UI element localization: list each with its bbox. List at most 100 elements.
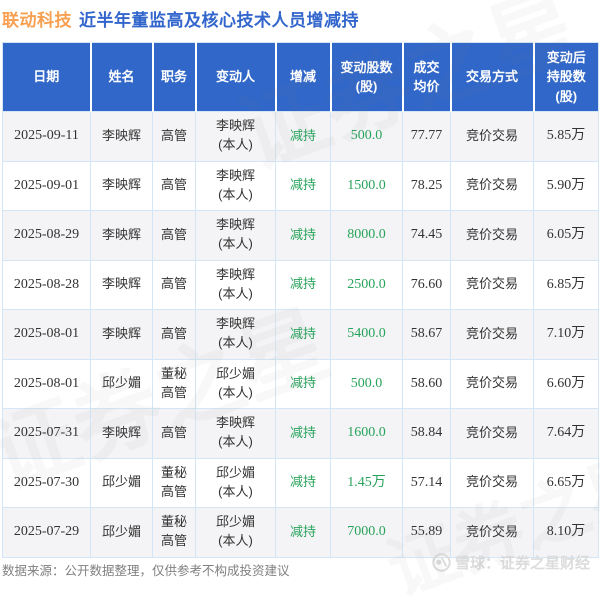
cell-position: 高管 xyxy=(152,309,196,360)
table-row: 2025-08-29 李映辉 高管 李映辉 (本人) 减持 8000.0 74.… xyxy=(2,210,599,261)
table-row: 2025-08-01 邱少媚 董秘 高管 邱少媚 (本人) 减持 500.0 5… xyxy=(2,358,599,409)
cell-date: 2025-09-11 xyxy=(2,111,91,162)
cell-avg-price: 77.77 xyxy=(402,111,451,162)
cell-position: 高管 xyxy=(152,210,196,261)
column-header-shares-changed: 变动股数 (股) xyxy=(329,42,404,112)
cell-date: 2025-08-01 xyxy=(2,358,91,409)
cell-shares-changed: 1500.0 xyxy=(330,160,403,211)
cell-shares-changed: 1.45万 xyxy=(330,457,403,508)
cell-name: 邱少媚 xyxy=(90,507,153,558)
cell-date: 2025-07-31 xyxy=(2,408,91,459)
cell-trade-method: 竞价交易 xyxy=(450,210,534,261)
holdings-change-table: 日期 姓名 职务 变动人 增减 变动股数 (股) 成交 均价 交易方式 变动后 … xyxy=(2,42,599,558)
cell-shares-changed: 500.0 xyxy=(330,111,403,162)
cell-direction: 减持 xyxy=(275,160,331,211)
brand-footer: 雪球：证券之星财经 xyxy=(432,552,590,573)
cell-trade-method: 竞价交易 xyxy=(450,160,534,211)
cell-position: 高管 xyxy=(152,160,196,211)
xueqiu-snowball-logo-icon xyxy=(432,553,451,572)
brand-text: 雪球：证券之星财经 xyxy=(454,555,590,572)
cell-person: 邱少媚 (本人) xyxy=(195,358,276,409)
data-source-note: 数据来源：公开数据整理，仅供参考不构成投资建议 xyxy=(2,564,290,578)
cell-direction: 减持 xyxy=(275,457,331,508)
cell-trade-method: 竞价交易 xyxy=(450,457,534,508)
cell-date: 2025-09-01 xyxy=(2,160,91,211)
cell-person: 李映辉 (本人) xyxy=(195,408,276,459)
cell-name: 邱少媚 xyxy=(90,358,153,409)
cell-date: 2025-07-29 xyxy=(2,507,91,558)
cell-name: 李映辉 xyxy=(90,259,153,310)
cell-direction: 减持 xyxy=(275,309,331,360)
table-row: 2025-07-31 李映辉 高管 李映辉 (本人) 减持 1600.0 58.… xyxy=(2,408,599,459)
cell-shares-after: 6.85万 xyxy=(533,259,599,310)
cell-date: 2025-08-29 xyxy=(2,210,91,261)
cell-date: 2025-08-28 xyxy=(2,259,91,310)
cell-person: 李映辉 (本人) xyxy=(195,160,276,211)
cell-avg-price: 78.25 xyxy=(402,160,451,211)
cell-shares-changed: 2500.0 xyxy=(330,259,403,310)
cell-position: 董秘 高管 xyxy=(152,358,196,409)
page-title: 联动科技 近半年董监高及核心技术人员增减持 xyxy=(2,6,359,31)
table-row: 2025-09-11 李映辉 高管 李映辉 (本人) 减持 500.0 77.7… xyxy=(2,111,599,162)
cell-avg-price: 74.45 xyxy=(402,210,451,261)
cell-shares-after: 7.64万 xyxy=(533,408,599,459)
cell-position: 董秘 高管 xyxy=(152,507,196,558)
cell-name: 邱少媚 xyxy=(90,457,153,508)
cell-direction: 减持 xyxy=(275,111,331,162)
cell-trade-method: 竞价交易 xyxy=(450,358,534,409)
table-header-row: 日期 姓名 职务 变动人 增减 变动股数 (股) 成交 均价 交易方式 变动后 … xyxy=(2,42,599,112)
cell-direction: 减持 xyxy=(275,259,331,310)
cell-person: 李映辉 (本人) xyxy=(195,111,276,162)
cell-shares-after: 6.05万 xyxy=(533,210,599,261)
cell-name: 李映辉 xyxy=(90,309,153,360)
cell-avg-price: 58.60 xyxy=(402,358,451,409)
table-row: 2025-07-30 邱少媚 董秘 高管 邱少媚 (本人) 减持 1.45万 5… xyxy=(2,457,599,508)
cell-name: 李映辉 xyxy=(90,408,153,459)
cell-trade-method: 竞价交易 xyxy=(450,309,534,360)
cell-date: 2025-08-01 xyxy=(2,309,91,360)
column-header-name: 姓名 xyxy=(89,42,154,112)
cell-avg-price: 55.89 xyxy=(402,507,451,558)
cell-trade-method: 竞价交易 xyxy=(450,507,534,558)
cell-shares-changed: 500.0 xyxy=(330,358,403,409)
cell-person: 李映辉 (本人) xyxy=(195,210,276,261)
cell-shares-after: 5.90万 xyxy=(533,160,599,211)
cell-trade-method: 竞价交易 xyxy=(450,259,534,310)
cell-avg-price: 58.84 xyxy=(402,408,451,459)
cell-shares-changed: 7000.0 xyxy=(330,507,403,558)
cell-person: 邱少媚 (本人) xyxy=(195,507,276,558)
cell-name: 李映辉 xyxy=(90,111,153,162)
cell-avg-price: 57.14 xyxy=(402,457,451,508)
cell-shares-after: 7.10万 xyxy=(533,309,599,360)
column-header-avg-price: 成交 均价 xyxy=(401,42,452,112)
cell-trade-method: 竞价交易 xyxy=(450,111,534,162)
column-header-direction: 增减 xyxy=(274,42,332,112)
stock-name: 联动科技 xyxy=(2,11,72,30)
cell-avg-price: 58.67 xyxy=(402,309,451,360)
cell-name: 李映辉 xyxy=(90,160,153,211)
column-header-position: 职务 xyxy=(151,42,197,112)
cell-position: 高管 xyxy=(152,111,196,162)
cell-shares-after: 6.65万 xyxy=(533,457,599,508)
cell-position: 高管 xyxy=(152,259,196,310)
cell-shares-after: 6.60万 xyxy=(533,358,599,409)
column-header-shares-after: 变动后 持股数 (股) xyxy=(532,42,599,112)
table-row: 2025-08-28 李映辉 高管 李映辉 (本人) 减持 2500.0 76.… xyxy=(2,259,599,310)
table-row: 2025-07-29 邱少媚 董秘 高管 邱少媚 (本人) 减持 7000.0 … xyxy=(2,507,599,558)
cell-name: 李映辉 xyxy=(90,210,153,261)
column-header-trade-method: 交易方式 xyxy=(449,42,535,112)
cell-direction: 减持 xyxy=(275,210,331,261)
cell-direction: 减持 xyxy=(275,358,331,409)
cell-shares-after: 5.85万 xyxy=(533,111,599,162)
table-row: 2025-09-01 李映辉 高管 李映辉 (本人) 减持 1500.0 78.… xyxy=(2,160,599,211)
cell-shares-changed: 1600.0 xyxy=(330,408,403,459)
cell-direction: 减持 xyxy=(275,507,331,558)
column-header-person: 变动人 xyxy=(194,42,277,112)
cell-position: 高管 xyxy=(152,408,196,459)
column-header-date: 日期 xyxy=(2,42,92,112)
cell-position: 董秘 高管 xyxy=(152,457,196,508)
cell-trade-method: 竞价交易 xyxy=(450,408,534,459)
table-row: 2025-08-01 李映辉 高管 李映辉 (本人) 减持 5400.0 58.… xyxy=(2,309,599,360)
cell-person: 李映辉 (本人) xyxy=(195,309,276,360)
cell-shares-after: 8.10万 xyxy=(533,507,599,558)
